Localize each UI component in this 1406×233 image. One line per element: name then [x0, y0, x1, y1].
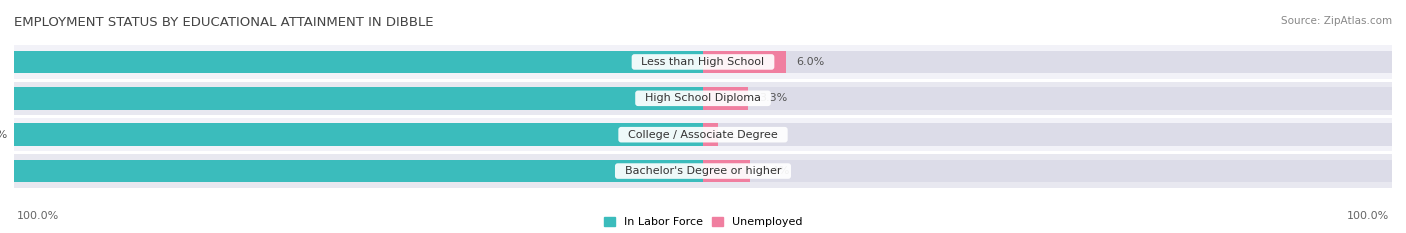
- Text: College / Associate Degree: College / Associate Degree: [621, 130, 785, 140]
- Text: High School Diploma: High School Diploma: [638, 93, 768, 103]
- Bar: [14, 118, 1392, 151]
- Text: Less than High School: Less than High School: [634, 57, 772, 67]
- Text: Source: ZipAtlas.com: Source: ZipAtlas.com: [1281, 16, 1392, 26]
- Text: 3.3%: 3.3%: [759, 93, 787, 103]
- Bar: [14, 160, 1392, 182]
- Text: EMPLOYMENT STATUS BY EDUCATIONAL ATTAINMENT IN DIBBLE: EMPLOYMENT STATUS BY EDUCATIONAL ATTAINM…: [14, 16, 433, 29]
- Legend: In Labor Force, Unemployed: In Labor Force, Unemployed: [603, 217, 803, 227]
- Bar: [14, 154, 1392, 188]
- Bar: [14, 123, 1392, 146]
- Bar: [0, 87, 703, 110]
- Text: 1.1%: 1.1%: [730, 130, 758, 140]
- Bar: [703, 87, 748, 110]
- Bar: [14, 82, 1392, 115]
- Bar: [703, 51, 786, 73]
- Bar: [0, 51, 703, 73]
- Text: Bachelor's Degree or higher: Bachelor's Degree or higher: [617, 166, 789, 176]
- Text: 100.0%: 100.0%: [1347, 211, 1389, 221]
- Bar: [0, 160, 703, 182]
- Text: 100.0%: 100.0%: [17, 211, 59, 221]
- Bar: [14, 123, 703, 146]
- Bar: [14, 87, 1392, 110]
- Text: 50.0%: 50.0%: [0, 130, 7, 140]
- Bar: [14, 51, 1392, 73]
- Bar: [703, 160, 749, 182]
- Text: 3.4%: 3.4%: [761, 166, 789, 176]
- Bar: [703, 123, 718, 146]
- Text: 6.0%: 6.0%: [797, 57, 825, 67]
- Bar: [14, 45, 1392, 79]
